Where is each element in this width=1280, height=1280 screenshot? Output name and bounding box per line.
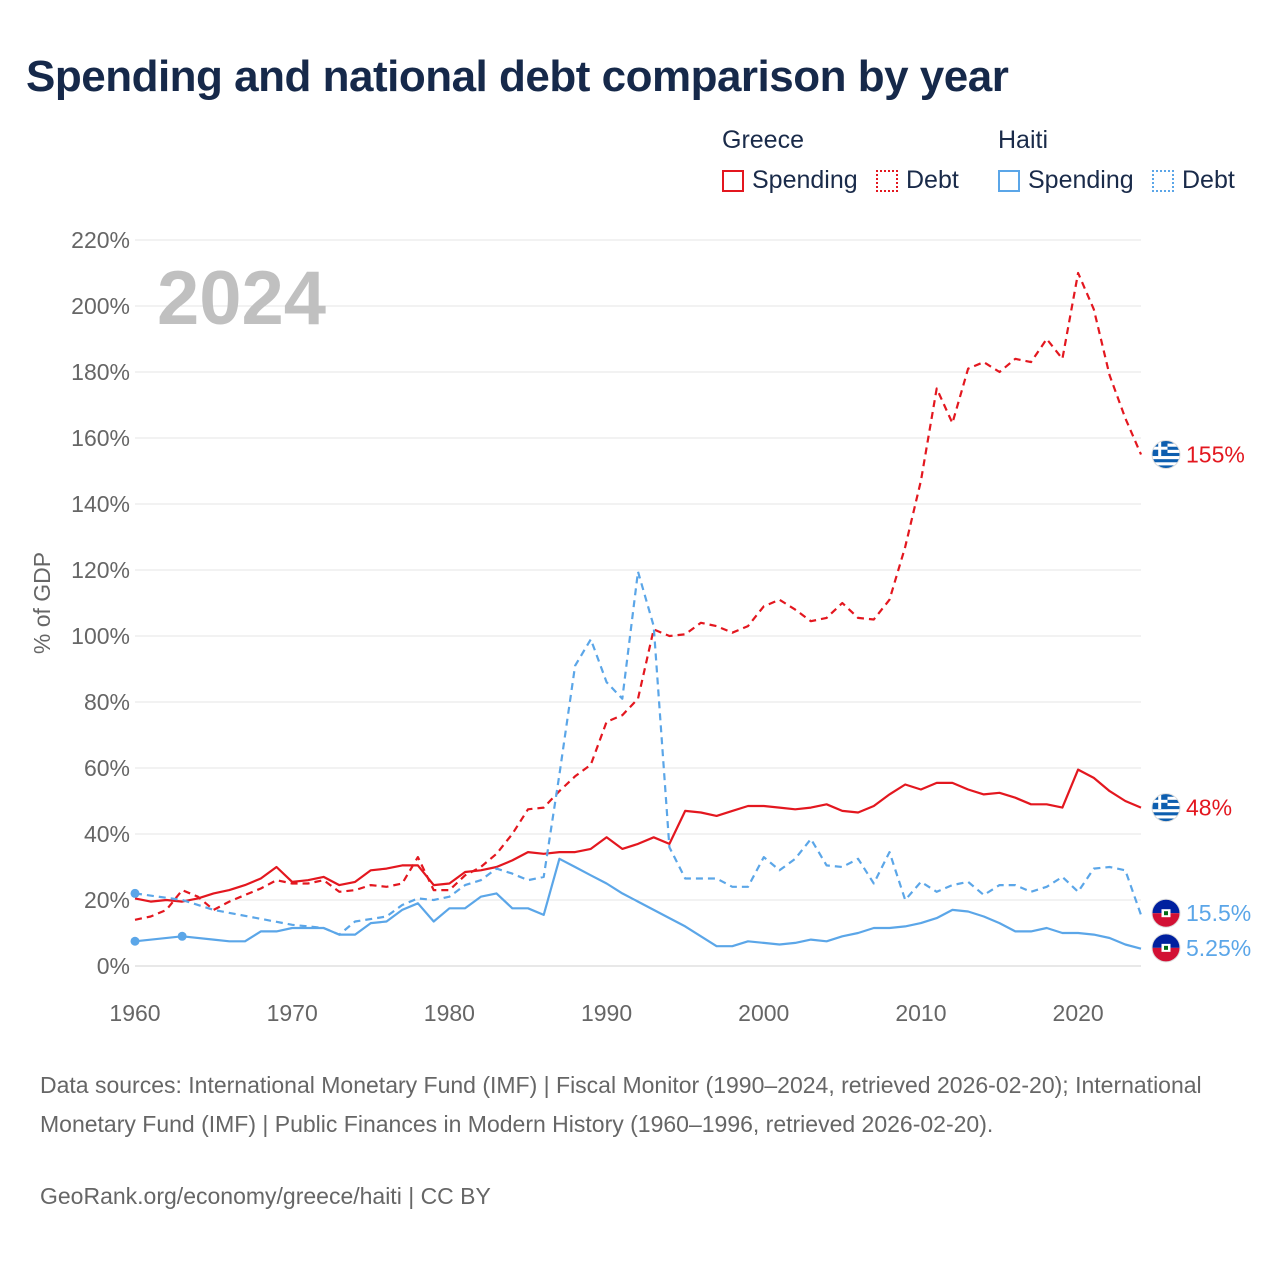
y-tick-label: 60%	[84, 755, 130, 781]
end-value-label: 48%	[1186, 795, 1232, 821]
y-tick-label: 40%	[84, 821, 130, 847]
line-chart: 0% 20% 40% 60% 80% 100% 120% 140% 160% 180% 200% 22…	[29, 227, 1251, 1026]
solid-line-swatch-icon	[998, 169, 1020, 192]
x-tick-label: 1960	[109, 1000, 160, 1026]
x-tick-label: 1980	[424, 1000, 475, 1026]
year-watermark: 2024	[157, 256, 326, 341]
legend-haiti-spending[interactable]: Spending	[998, 166, 1134, 195]
legend-greece-debt[interactable]: Debt	[876, 166, 959, 195]
legend-label: Debt	[1182, 166, 1235, 194]
data-sources: Data sources: International Monetary Fun…	[40, 1072, 1202, 1137]
dotted-line-swatch-icon	[1152, 169, 1174, 192]
y-tick-label: 120%	[71, 557, 130, 583]
chart-title: Spending and national debt comparison by…	[26, 52, 1009, 101]
solid-line-swatch-icon	[722, 169, 744, 192]
legend-label: Spending	[752, 166, 858, 194]
y-tick-label: 180%	[71, 359, 130, 385]
legend-group-haiti: Haiti	[998, 126, 1049, 154]
y-tick-label: 220%	[71, 227, 130, 253]
legend-greece-spending[interactable]: Spending	[722, 166, 858, 195]
series-line-haiti-spending[interactable]	[134, 857, 1142, 950]
greece-flag-icon	[1151, 440, 1181, 469]
legend-label: Spending	[1028, 166, 1134, 194]
legend-group-greece: Greece	[722, 126, 804, 154]
series-line-greece-spending[interactable]	[134, 768, 1142, 903]
y-tick-label: 20%	[84, 887, 130, 913]
y-tick-label: 200%	[71, 293, 130, 319]
x-tick-label: 1990	[581, 1000, 632, 1026]
y-tick-label: 140%	[71, 491, 130, 517]
dotted-line-swatch-icon	[876, 169, 898, 192]
y-tick-label: 160%	[71, 425, 130, 451]
y-tick-label: 80%	[84, 689, 130, 715]
x-tick-label: 2020	[1053, 1000, 1104, 1026]
y-tick-label: 100%	[71, 623, 130, 649]
y-tick-label: 0%	[97, 953, 130, 979]
credit-link[interactable]: GeoRank.org/economy/greece/haiti | CC BY	[40, 1183, 491, 1209]
series-start-dot	[130, 888, 140, 898]
series-start-dot	[177, 931, 187, 941]
x-tick-label: 2010	[895, 1000, 946, 1026]
series-line-haiti-debt[interactable]	[134, 570, 1143, 936]
x-tick-label: 1970	[267, 1000, 318, 1026]
haiti-flag-icon	[1151, 933, 1181, 963]
end-value-label: 15.5%	[1186, 900, 1251, 926]
haiti-flag-icon	[1151, 898, 1181, 928]
greece-flag-icon	[1151, 793, 1181, 823]
series-start-dot	[130, 936, 140, 946]
series-line-greece-debt[interactable]	[134, 271, 1143, 921]
y-axis-title: % of GDP	[29, 552, 55, 654]
end-value-label: 155%	[1186, 442, 1245, 468]
end-value-label: 5.25%	[1186, 935, 1251, 961]
legend-haiti-debt[interactable]: Debt	[1152, 166, 1235, 195]
legend-label: Debt	[906, 166, 959, 194]
x-tick-label: 2000	[738, 1000, 789, 1026]
